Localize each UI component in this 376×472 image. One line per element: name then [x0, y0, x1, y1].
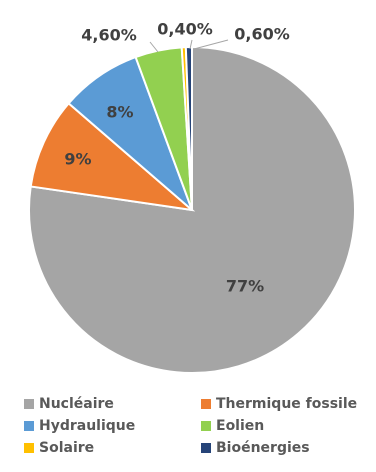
leader-line	[193, 39, 229, 50]
leader-line	[149, 41, 159, 53]
pie-slice-thermique-fossile	[29, 101, 196, 212]
data-label: 0,60%	[234, 25, 290, 44]
data-label: 77%	[226, 277, 264, 296]
leader-line	[189, 39, 193, 50]
data-label: 8%	[106, 103, 133, 122]
pie-slice-bioenergies	[184, 45, 193, 211]
pie-slice-nucleaire	[28, 45, 356, 374]
data-label: 9%	[64, 150, 91, 169]
data-label: 4,60%	[81, 26, 137, 45]
data-label: 0,40%	[157, 20, 213, 39]
